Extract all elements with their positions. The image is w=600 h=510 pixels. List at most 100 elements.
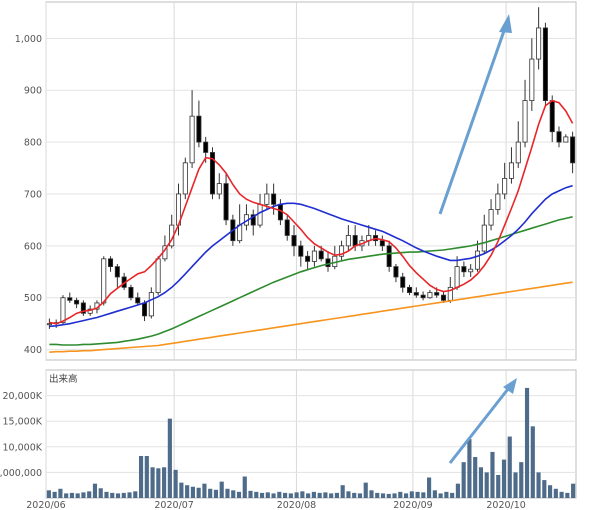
- volume-bar: [138, 456, 144, 498]
- volume-bar: [571, 483, 576, 498]
- price-y-tick-label: 400: [24, 345, 42, 356]
- candle-up: [454, 266, 460, 288]
- candle-up: [264, 193, 270, 205]
- price-y-tick-label: 600: [24, 241, 42, 252]
- candle-up: [101, 258, 107, 304]
- x-tick-label: 2020/07: [154, 500, 193, 510]
- candle-down: [318, 250, 324, 260]
- candle-down: [114, 266, 120, 278]
- volume-bar: [438, 493, 443, 498]
- volume-bar: [92, 483, 98, 498]
- volume-bar: [565, 492, 570, 498]
- candle-up: [529, 58, 535, 101]
- volume-y-tick-label: 20,000K: [3, 391, 43, 402]
- x-tick-label: 2020/09: [393, 500, 432, 510]
- candle-down: [142, 302, 148, 317]
- volume-bar: [409, 491, 414, 498]
- candle-up: [155, 258, 161, 293]
- x-tick-label: 2020/06: [26, 500, 65, 510]
- candle-up: [508, 162, 514, 179]
- volume-y-tick-label: 10,000K: [3, 442, 43, 453]
- volume-bar: [398, 491, 403, 498]
- volume-bar: [248, 490, 253, 498]
- volume-bar: [450, 492, 455, 498]
- candle-up: [182, 162, 188, 195]
- candle-up: [46, 323, 52, 326]
- candle-up: [502, 178, 508, 195]
- volume-bar: [548, 485, 553, 498]
- volume-bar: [421, 492, 426, 498]
- volume-bar: [46, 490, 51, 498]
- volume-bar: [231, 490, 236, 498]
- volume-bar: [167, 418, 172, 498]
- price-y-tick-label: 1,000: [15, 34, 42, 45]
- volume-bar: [444, 491, 449, 498]
- volume-bar: [185, 485, 190, 498]
- volume-bar: [87, 491, 92, 498]
- volume-bar: [127, 492, 132, 498]
- volume-bar: [559, 491, 564, 498]
- ma-long-line: [49, 216, 573, 346]
- ma-mid-line: [49, 184, 573, 328]
- volume-bar: [104, 491, 109, 498]
- candle-up: [345, 235, 351, 247]
- trend-arrow-price-shaft: [438, 27, 507, 215]
- volume-bar: [144, 456, 149, 498]
- candle-down: [352, 235, 358, 247]
- volume-bar: [75, 493, 80, 498]
- candle-up: [474, 250, 480, 270]
- volume-bar: [225, 488, 230, 498]
- candle-down: [556, 131, 562, 143]
- volume-title: 出来高: [49, 373, 78, 385]
- candle-up: [427, 292, 433, 299]
- candle-down: [74, 299, 80, 305]
- volume-bar: [277, 491, 282, 498]
- volume-bar: [473, 457, 478, 498]
- volume-bar: [363, 482, 368, 498]
- candle-up: [257, 203, 263, 226]
- price-gridlines: [45, 2, 576, 360]
- volume-y-tick-label: 15,000K: [3, 417, 43, 428]
- candle-up: [488, 209, 494, 226]
- volume-bar: [317, 492, 322, 498]
- volume-bar: [133, 491, 138, 498]
- volume-bar: [58, 488, 63, 498]
- volume-bar: [369, 490, 374, 498]
- price-y-axis: 400 500 600 700 800 900 1,000: [15, 34, 42, 356]
- volume-y-axis: 5,000,000 10,000K 15,000K 20,000K: [0, 391, 43, 479]
- candle-down: [420, 294, 426, 299]
- x-tick-label: 2020/10: [486, 500, 525, 510]
- volume-bar: [150, 467, 155, 498]
- price-panel-frame: [45, 1, 577, 361]
- candle-down: [135, 297, 141, 304]
- candle-down: [305, 255, 311, 262]
- volume-bar: [380, 493, 386, 498]
- candle-up: [563, 136, 569, 143]
- volume-bar: [162, 467, 167, 498]
- candle-down: [542, 27, 548, 101]
- volume-bar: [432, 490, 437, 498]
- volume-bar: [271, 493, 276, 498]
- volume-bar: [513, 472, 518, 498]
- candle-down: [284, 219, 290, 236]
- trend-arrow-volume-head: [503, 378, 517, 394]
- volume-bar: [236, 491, 242, 498]
- candle-down: [400, 276, 406, 288]
- volume-bar: [490, 451, 495, 498]
- volume-bar: [455, 483, 460, 498]
- volume-bar: [242, 476, 247, 498]
- volume-bar: [542, 480, 547, 498]
- trend-arrow-volume-shaft: [448, 388, 510, 464]
- volume-bar: [329, 493, 334, 498]
- x-tick-label: 2020/08: [277, 500, 316, 510]
- candle-down: [271, 193, 277, 205]
- candle-down: [108, 258, 114, 268]
- volume-bar: [202, 483, 207, 498]
- volume-bar: [352, 492, 357, 498]
- candle-down: [67, 297, 73, 301]
- volume-bar: [496, 474, 501, 498]
- volume-bar: [519, 462, 524, 498]
- candle-up: [237, 224, 243, 242]
- moving-average-lines: [49, 99, 574, 353]
